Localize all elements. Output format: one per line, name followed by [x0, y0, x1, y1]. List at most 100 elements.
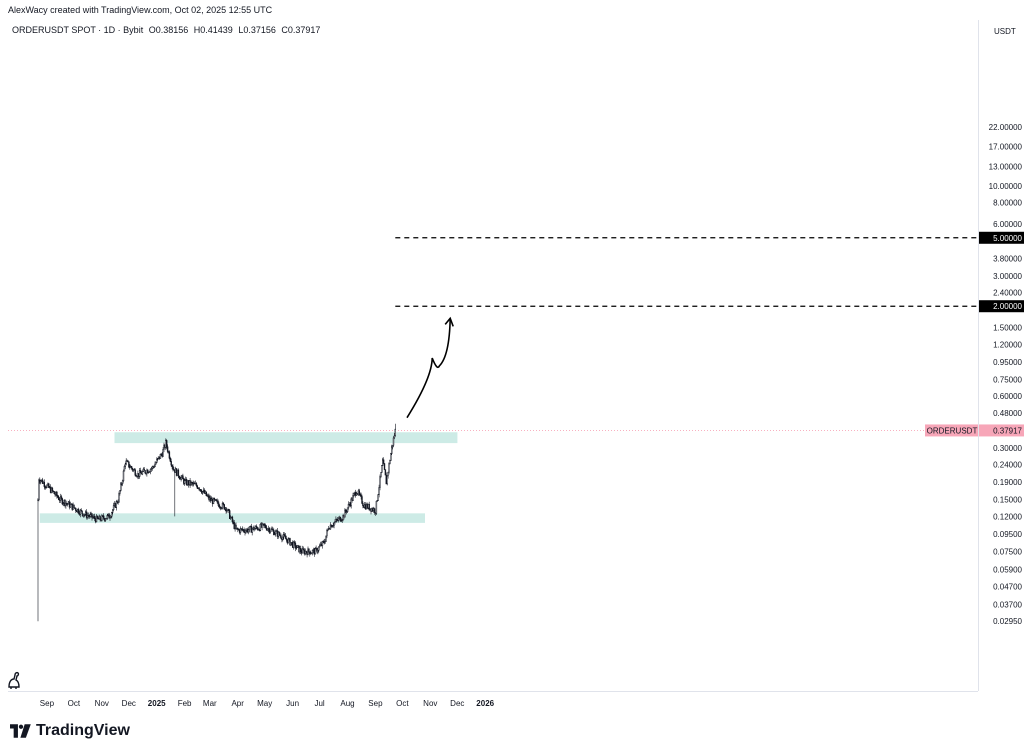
candle-body: [87, 515, 90, 517]
candle-body: [337, 517, 340, 521]
candle-body: [79, 509, 81, 515]
candle-body: [109, 517, 111, 519]
candle-body: [69, 504, 72, 508]
time-label: Jun: [286, 699, 299, 708]
support-resistance-zone[interactable]: [114, 432, 458, 444]
candle-body: [61, 498, 63, 505]
candle-body: [202, 491, 204, 494]
candle-body: [166, 440, 168, 448]
low-value: L0.37156: [238, 25, 276, 35]
candle-body: [123, 466, 126, 472]
candle-body: [139, 470, 142, 474]
candle-body: [46, 484, 48, 488]
candle-body: [212, 498, 215, 505]
time-axis[interactable]: Sep Oct Nov Dec 2025 Feb Mar Apr May Jun Jul Aug Sep…: [8, 691, 978, 712]
candle-body: [40, 480, 42, 483]
candle-body: [382, 459, 385, 464]
projection-arrow[interactable]: [406, 318, 451, 419]
price-label: 0.30000: [993, 444, 1022, 453]
candle-body: [150, 468, 153, 470]
candle-body: [346, 507, 349, 512]
candle-body: [274, 530, 277, 535]
candle-body: [293, 541, 296, 544]
candle-body: [225, 507, 227, 512]
candle-body: [239, 528, 242, 533]
price-scale[interactable]: 22.00000 17.00000 13.00000 10.00000 8.00000 6…: [979, 20, 1024, 691]
price-label: 0.05900: [993, 565, 1022, 574]
price-label: 3.00000: [993, 272, 1022, 281]
candles[interactable]: [37, 423, 397, 622]
price-label: 0.95000: [993, 358, 1022, 367]
price-label: 0.60000: [993, 392, 1022, 401]
candle-body: [280, 535, 282, 539]
time-label: Sep: [40, 699, 55, 708]
dino-icon[interactable]: [5, 670, 23, 690]
symbol-name[interactable]: ORDERUSDT SPOT · 1D · Bybit: [12, 25, 144, 35]
candle-body: [309, 551, 311, 555]
candle-body: [317, 550, 319, 553]
candle-body: [292, 541, 295, 548]
symbol-price-tag: [925, 424, 978, 437]
candle-body: [124, 463, 126, 467]
candle-body: [195, 483, 198, 487]
price-label: 1.50000: [993, 324, 1022, 333]
candle-body: [118, 493, 120, 503]
chart-plot-area[interactable]: ORDERUSDT: [8, 20, 979, 691]
candle-body: [321, 541, 324, 546]
candle-body: [368, 504, 370, 511]
candle-body: [266, 528, 269, 531]
candle-body: [154, 463, 156, 468]
time-label: Nov: [95, 699, 109, 708]
candle-body: [383, 463, 386, 470]
candle-body: [153, 466, 155, 468]
candle-body: [394, 428, 397, 437]
candle-body: [99, 515, 101, 520]
candle-body: [390, 453, 392, 461]
price-label: 0.19000: [993, 478, 1022, 487]
candle-body: [156, 458, 158, 463]
tradingview-logo[interactable]: TradingView: [10, 722, 130, 740]
candle-body: [375, 500, 378, 514]
candle-body: [168, 451, 171, 459]
candle-body: [278, 531, 280, 536]
time-label: May: [257, 699, 272, 708]
time-label: Aug: [340, 699, 354, 708]
candle-body: [334, 521, 336, 523]
candle-body: [139, 470, 141, 477]
candle-body: [96, 515, 99, 519]
candle-body: [115, 501, 117, 508]
candle-body: [43, 481, 45, 487]
candle-body: [373, 508, 376, 513]
candle-body: [331, 525, 334, 528]
price-currency: USDT: [994, 27, 1016, 36]
symbol-ohlc-bar: ORDERUSDT SPOT · 1D · Bybit O0.38156 H0.…: [12, 25, 323, 35]
candle-body: [327, 528, 329, 531]
candle-body: [60, 496, 63, 499]
price-label: 0.04700: [993, 582, 1022, 591]
candle-body: [387, 471, 389, 477]
candle-body: [58, 497, 60, 500]
candle-body: [112, 505, 115, 511]
candle-body: [95, 515, 98, 523]
candle-body: [148, 471, 151, 473]
candle-body: [392, 437, 395, 446]
candle-body: [217, 500, 219, 505]
candle-body: [73, 504, 75, 508]
candle-body: [84, 514, 86, 516]
candle-body: [51, 487, 54, 492]
candle-body: [353, 493, 355, 496]
candle-body: [119, 490, 121, 494]
candle-body: [247, 529, 250, 533]
candlestick-chart[interactable]: ORDERUSDT: [8, 20, 978, 691]
candle-body: [80, 509, 82, 512]
candle-body: [155, 462, 157, 465]
candle-body: [94, 516, 96, 520]
candle-body: [265, 524, 267, 529]
candle-body: [41, 479, 44, 484]
candle-body: [310, 552, 313, 554]
candle-body: [121, 483, 123, 485]
candle-body: [388, 463, 390, 473]
candle-body: [178, 475, 181, 479]
candle-body: [106, 515, 108, 519]
candle-body: [208, 495, 210, 500]
